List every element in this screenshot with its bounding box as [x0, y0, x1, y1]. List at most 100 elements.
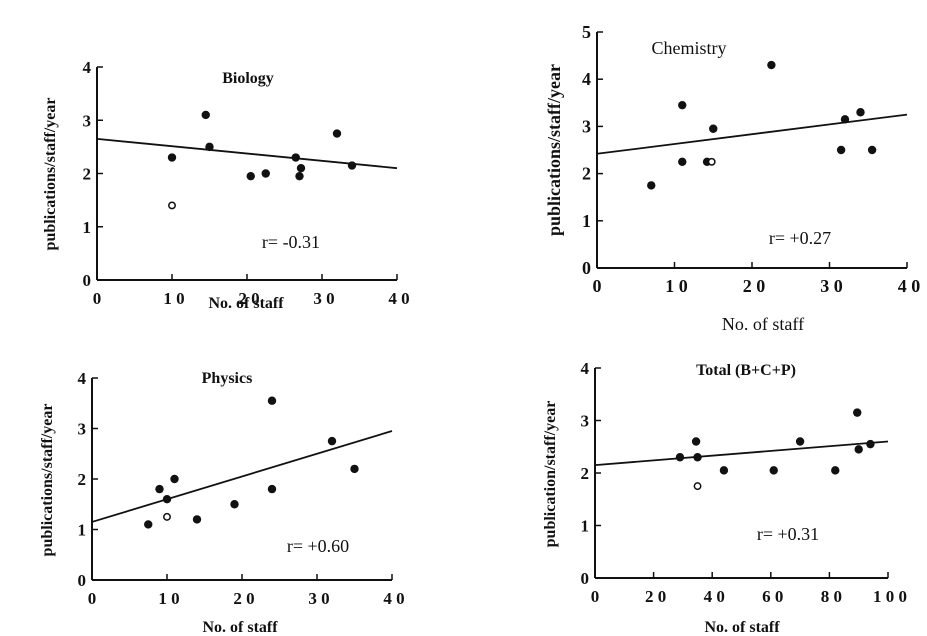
- data-point-open: [163, 512, 171, 521]
- data-point: [856, 108, 865, 117]
- y-tick-label: 0: [581, 569, 590, 588]
- x-tick-label: 6 0: [762, 587, 783, 606]
- x-tick-label: 2 0: [645, 587, 666, 606]
- data-point: [155, 484, 164, 494]
- panel-title: Chemistry: [652, 38, 727, 58]
- scatter-panel-2: 0 1 2 3 4 5 0 1 0 2 0 3 0 4 0 Chemistry r= +0.27 No. …: [544, 22, 920, 334]
- correlation-label: r= +0.31: [757, 524, 819, 544]
- x-tick-label: 1 0: [163, 289, 184, 308]
- y-tick-label: 0: [582, 258, 591, 278]
- y-tick-label: 2: [581, 464, 590, 483]
- data-point: [295, 171, 304, 181]
- data-point: [267, 396, 277, 405]
- y-tick-label: 3: [582, 116, 591, 136]
- x-tick-label: 2 0: [233, 589, 254, 608]
- correlation-label: r= +0.60: [287, 536, 349, 556]
- y-tick-label: 1: [581, 517, 590, 536]
- x-tick-label: 4 0: [383, 589, 404, 608]
- scatter-panel-4: 0 1 2 3 4 0 2 0 4 0 6 0 8 0 1 0 0 Total (B+C+P) r= +…: [542, 359, 907, 636]
- data-point: [332, 129, 342, 138]
- y-tick-label: 2: [582, 164, 591, 184]
- x-tick-label: 0: [93, 289, 102, 308]
- data-point: [866, 439, 875, 449]
- correlation-label: r= -0.31: [262, 232, 320, 252]
- data-point: [347, 161, 357, 170]
- y-tick-label: 4: [83, 58, 92, 77]
- y-tick-label: 5: [582, 22, 591, 42]
- data-point: [836, 145, 846, 155]
- data-point-open: [168, 201, 176, 210]
- data-point: [170, 474, 179, 484]
- x-tick-label: 0: [591, 587, 600, 606]
- data-point: [261, 169, 270, 178]
- y-tick-label: 1: [83, 218, 92, 237]
- y-tick-label: 4: [582, 69, 591, 89]
- x-tick-label: 3 0: [313, 289, 334, 308]
- y-axis-label: publications/staff/year: [39, 404, 56, 557]
- x-tick-label: 4 0: [898, 276, 921, 296]
- data-point: [192, 515, 202, 524]
- scatter-panel-1: 0 1 2 3 4 0 1 0 2 0 3 0 4 0 Biology r= -0.31 No. of …: [42, 58, 410, 312]
- data-point-open: [693, 482, 702, 491]
- scatter-panel-3: 0 1 2 3 4 0 1 0 2 0 3 0 4 0 Physics r= +0.60 No. of …: [39, 369, 405, 636]
- y-tick-label: 3: [78, 420, 87, 439]
- data-point: [647, 181, 656, 190]
- data-point: [296, 163, 306, 173]
- data-point: [267, 484, 277, 494]
- data-point: [854, 445, 863, 454]
- x-tick-label: 0: [88, 589, 97, 608]
- y-tick-label: 4: [581, 359, 590, 378]
- data-point: [205, 142, 214, 152]
- regression-line: [96, 137, 398, 170]
- y-tick-label: 2: [78, 470, 87, 489]
- x-tick-label: 4 0: [388, 289, 409, 308]
- y-tick-label: 4: [78, 369, 87, 388]
- y-axis-label: publications/staff/year: [42, 98, 59, 251]
- x-tick-label: 4 0: [704, 587, 725, 606]
- regression-line: [594, 440, 889, 467]
- x-axis-label: No. of staff: [208, 295, 284, 312]
- data-point: [709, 124, 718, 133]
- x-tick-label: 1 0: [158, 589, 179, 608]
- x-tick-label: 1 0 0: [873, 587, 907, 606]
- x-tick-label: 1 0: [665, 276, 688, 296]
- regression-line: [596, 113, 908, 155]
- x-axis-label: No. of staff: [704, 619, 780, 636]
- data-point: [144, 520, 153, 529]
- data-point: [767, 60, 776, 70]
- data-point: [691, 437, 701, 446]
- panel-title: Biology: [222, 70, 274, 87]
- data-point: [840, 115, 850, 124]
- regression-line: [91, 430, 393, 523]
- data-point: [867, 145, 877, 155]
- data-point: [201, 110, 210, 120]
- data-point: [675, 453, 685, 462]
- x-axis-label: No. of staff: [722, 314, 804, 334]
- y-tick-label: 3: [83, 111, 92, 130]
- data-point: [162, 495, 172, 504]
- data-point: [693, 453, 702, 462]
- x-tick-label: 2 0: [743, 276, 766, 296]
- data-point: [853, 408, 862, 417]
- y-axis-label: publications/staff/year: [544, 64, 564, 236]
- x-tick-label: 0: [593, 276, 602, 296]
- data-point: [246, 171, 255, 181]
- data-point: [350, 464, 359, 474]
- x-tick-label: 2 0: [238, 289, 259, 308]
- y-tick-label: 2: [83, 165, 92, 184]
- data-point: [831, 466, 840, 475]
- panel-title: Total (B+C+P): [696, 362, 796, 379]
- correlation-label: r= +0.27: [769, 228, 831, 248]
- data-point: [769, 466, 778, 475]
- data-point: [678, 157, 687, 166]
- y-tick-label: 0: [83, 271, 92, 290]
- y-tick-label: 0: [78, 571, 87, 590]
- panel-title: Physics: [202, 370, 253, 387]
- data-point: [167, 153, 177, 162]
- y-tick-label: 1: [78, 521, 87, 540]
- y-axis-label: publication/staff/year: [542, 401, 559, 548]
- y-tick-label: 1: [582, 211, 591, 231]
- data-point: [795, 437, 805, 446]
- x-tick-label: 3 0: [820, 276, 843, 296]
